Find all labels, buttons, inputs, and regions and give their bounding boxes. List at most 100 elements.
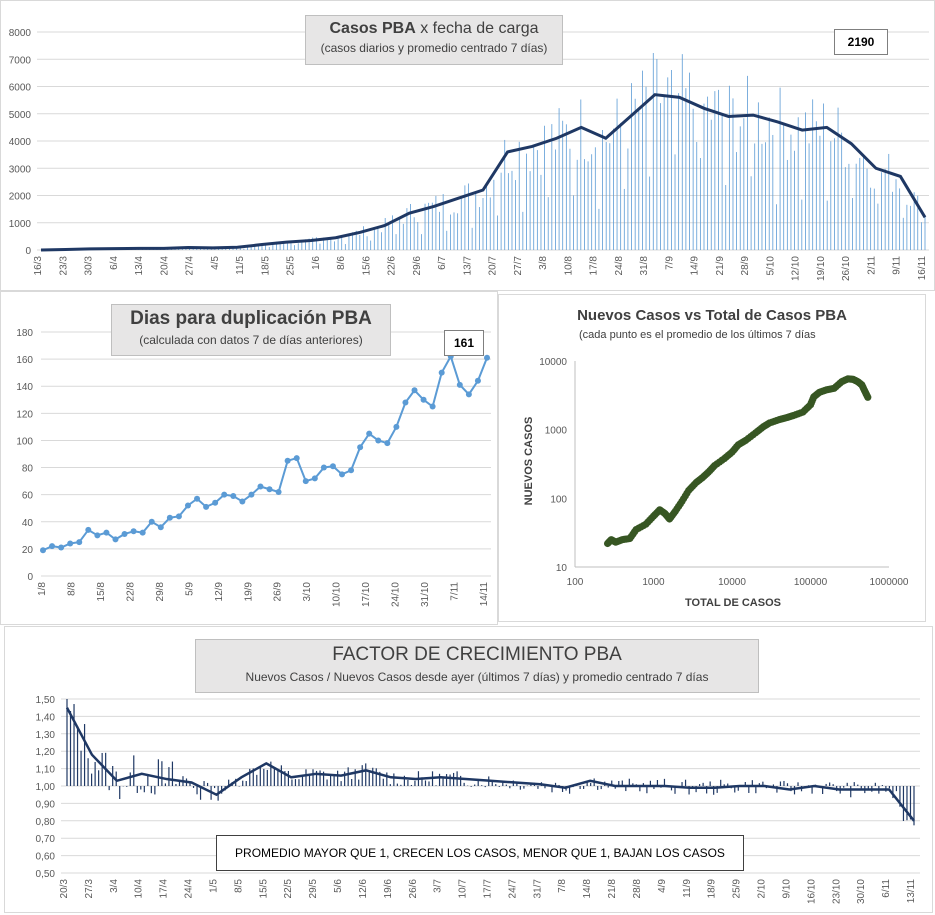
factor-xtick: 9/10 bbox=[781, 879, 792, 899]
casos-xtick: 11/5 bbox=[235, 256, 246, 275]
duplicacion-point bbox=[194, 495, 201, 502]
casos-xtick: 14/9 bbox=[690, 256, 701, 276]
scatter-ytick: 10000 bbox=[539, 357, 567, 368]
duplicacion-point bbox=[375, 437, 382, 444]
casos-xtick: 15/6 bbox=[361, 256, 372, 276]
duplicacion-ytick: 0 bbox=[27, 572, 33, 583]
duplicacion-ytick: 160 bbox=[16, 355, 33, 366]
scatter-xtick: 10000 bbox=[718, 577, 746, 588]
factor-xtick: 31/7 bbox=[532, 879, 543, 899]
casos-ytick: 6000 bbox=[9, 83, 32, 94]
casos-xtick: 20/7 bbox=[488, 256, 499, 276]
duplicacion-point bbox=[94, 532, 101, 539]
casos-xtick: 25/5 bbox=[286, 256, 297, 276]
factor-xtick: 19/6 bbox=[383, 879, 394, 899]
casos-xtick: 2/11 bbox=[866, 256, 877, 275]
duplicacion-point bbox=[175, 513, 182, 520]
factor-xtick: 17/7 bbox=[483, 879, 494, 899]
casos-title-rest: x fecha de carga bbox=[420, 20, 539, 37]
casos-title-bold: Casos PBA bbox=[329, 20, 416, 37]
scatter-xtick: 100 bbox=[567, 577, 584, 588]
casos-xtick: 26/10 bbox=[841, 256, 852, 281]
scatter-xtick: 1000000 bbox=[870, 577, 909, 588]
duplicacion-xtick: 22/8 bbox=[125, 582, 136, 602]
duplicacion-point bbox=[339, 471, 346, 478]
duplicacion-point bbox=[484, 354, 490, 361]
duplicacion-point bbox=[58, 544, 65, 551]
duplicacion-xtick: 5/9 bbox=[184, 582, 195, 596]
duplicacion-xtick: 24/10 bbox=[391, 582, 402, 607]
duplicacion-point bbox=[148, 518, 155, 525]
factor-xtick: 26/6 bbox=[408, 879, 419, 899]
factor-ytick: 0,90 bbox=[36, 799, 56, 810]
duplicacion-xtick: 3/10 bbox=[302, 582, 313, 602]
duplicacion-chart: 0 20 40 60 80 100 120 140 160 180 1/8 8/8 15/8 22/8 29… bbox=[16, 328, 491, 607]
factor-xtick: 17/4 bbox=[159, 879, 170, 899]
factor-ytick: 1,30 bbox=[36, 730, 56, 741]
factor-xtick: 4/9 bbox=[657, 879, 668, 893]
casos-xtick: 1/6 bbox=[311, 256, 322, 270]
duplicacion-point bbox=[429, 403, 436, 410]
duplicacion-point bbox=[402, 399, 409, 406]
casos-xtick: 24/8 bbox=[614, 256, 625, 276]
casos-xtick: 8/6 bbox=[336, 256, 347, 270]
duplicacion-xtick: 19/9 bbox=[243, 582, 254, 602]
duplicacion-point bbox=[257, 483, 264, 490]
casos-xtick: 31/8 bbox=[639, 256, 650, 276]
factor-xtick: 6/11 bbox=[881, 879, 892, 898]
duplicacion-point bbox=[348, 467, 355, 474]
casos-xtick: 17/8 bbox=[589, 256, 600, 276]
duplicacion-point bbox=[266, 486, 273, 493]
casos-xtick: 20/4 bbox=[159, 256, 170, 276]
duplicacion-point bbox=[239, 498, 246, 505]
casos-xtick: 29/6 bbox=[412, 256, 423, 276]
casos-ytick: 2000 bbox=[9, 192, 32, 203]
duplicacion-xtick: 26/9 bbox=[273, 582, 284, 602]
factor-xtick: 14/8 bbox=[582, 879, 593, 899]
casos-xtick: 4/5 bbox=[210, 256, 221, 270]
scatter-chart: 100 1000 10000 100000 1000000 10 100 1000 10000 bbox=[539, 357, 909, 588]
factor-ytick: 1,50 bbox=[36, 695, 56, 706]
duplicacion-point bbox=[320, 464, 327, 471]
factor-title: FACTOR DE CRECIMIENTO PBA bbox=[332, 644, 622, 665]
duplicacion-subtitle: (calculada con datos 7 de días anteriore… bbox=[139, 333, 363, 347]
duplicacion-point bbox=[465, 391, 472, 398]
scatter-xtick: 1000 bbox=[642, 577, 665, 588]
casos-xtick: 30/3 bbox=[84, 256, 95, 276]
casos-xtick: 12/10 bbox=[791, 256, 802, 281]
duplicacion-point bbox=[166, 514, 173, 521]
duplicacion-point bbox=[112, 536, 119, 543]
duplicacion-xtick: 7/11 bbox=[450, 582, 461, 601]
duplicacion-point bbox=[302, 478, 309, 485]
duplicacion-xtick: 12/9 bbox=[214, 582, 225, 602]
casos-ytick: 3000 bbox=[9, 164, 32, 175]
factor-ytick: 0,60 bbox=[36, 852, 56, 863]
factor-xtick: 11/9 bbox=[682, 879, 693, 898]
duplicacion-ytick: 140 bbox=[16, 382, 33, 393]
factor-xtick: 3/7 bbox=[433, 879, 444, 893]
casos-xtick: 10/8 bbox=[563, 256, 574, 276]
duplicacion-xtick: 10/10 bbox=[332, 582, 343, 607]
factor-ytick: 1,20 bbox=[36, 747, 56, 758]
casos-ytick: 7000 bbox=[9, 55, 32, 66]
casos-ytick: 8000 bbox=[9, 28, 32, 39]
duplicacion-point bbox=[40, 547, 46, 554]
duplicacion-point bbox=[67, 540, 74, 547]
casos-xtick: 3/8 bbox=[538, 256, 549, 270]
factor-xtick: 2/10 bbox=[757, 879, 768, 899]
duplicacion-point bbox=[366, 430, 373, 437]
duplicacion-point bbox=[76, 539, 83, 546]
scatter-ytick: 1000 bbox=[545, 426, 568, 437]
factor-xtick: 8/5 bbox=[233, 879, 244, 893]
factor-chart-panel: 0,50 0,60 0,70 0,80 0,90 1,00 1,10 1,20 1,30 1,40… bbox=[4, 626, 933, 913]
casos-xtick: 16/11 bbox=[917, 256, 928, 281]
factor-xtick: 20/3 bbox=[59, 879, 70, 899]
scatter-title: Nuevos Casos vs Total de Casos PBA bbox=[577, 307, 847, 324]
duplicacion-xtick: 1/8 bbox=[37, 582, 48, 596]
duplicacion-point bbox=[357, 444, 364, 451]
duplicacion-point bbox=[212, 499, 219, 506]
scatter-subtitle: (cada punto es el promedio de los último… bbox=[579, 329, 816, 341]
duplicacion-point bbox=[85, 526, 92, 533]
duplicacion-point bbox=[203, 503, 210, 510]
duplicacion-title: Dias para duplicación PBA bbox=[130, 308, 372, 329]
